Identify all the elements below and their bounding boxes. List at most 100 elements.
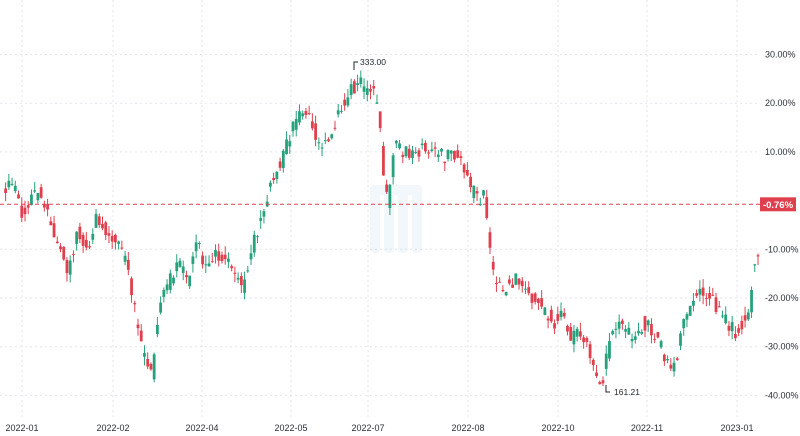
candle <box>704 292 708 307</box>
candle <box>675 356 679 361</box>
candle <box>126 252 130 276</box>
candle <box>711 287 715 297</box>
candle <box>336 103 340 118</box>
candle <box>207 255 211 267</box>
candle <box>359 70 363 88</box>
candle <box>556 306 560 325</box>
candle <box>608 333 611 362</box>
candle <box>230 264 234 272</box>
candle <box>88 240 91 250</box>
candle <box>743 306 747 328</box>
candle <box>26 201 30 215</box>
candle <box>737 324 741 337</box>
candle <box>310 113 314 131</box>
candle <box>656 331 660 339</box>
candle <box>68 255 72 283</box>
candle <box>514 273 518 286</box>
candle <box>478 197 482 206</box>
candle <box>469 172 473 193</box>
y-tick-label: 20.00% <box>765 98 796 108</box>
x-tick-label: 2022-05 <box>274 423 307 433</box>
candle <box>562 308 566 319</box>
candle <box>320 142 324 157</box>
candle <box>365 80 369 102</box>
x-tick-label: 2022-08 <box>451 423 484 433</box>
candle <box>239 272 243 293</box>
candle <box>65 257 69 282</box>
candle <box>614 322 618 339</box>
candle <box>572 324 576 353</box>
candle <box>30 189 33 206</box>
candle <box>717 300 721 308</box>
candle <box>730 315 734 340</box>
candle <box>604 345 608 376</box>
candle <box>414 147 418 155</box>
candle <box>49 216 53 226</box>
candle <box>91 228 95 245</box>
candle <box>220 251 224 264</box>
candle <box>346 89 350 108</box>
candle <box>398 140 401 150</box>
candle <box>692 293 695 312</box>
candle <box>117 240 121 250</box>
candle <box>756 253 760 265</box>
candle <box>714 292 718 315</box>
candle <box>391 152 395 185</box>
candle <box>133 300 137 313</box>
candle <box>75 231 79 251</box>
candle <box>94 209 98 229</box>
candle <box>130 276 133 303</box>
candle <box>259 210 263 229</box>
candle <box>349 78 353 100</box>
candle <box>640 329 644 336</box>
candle <box>181 260 185 281</box>
candle <box>233 266 237 283</box>
candle <box>533 291 537 305</box>
candle <box>78 222 82 243</box>
candle <box>39 183 43 199</box>
candle <box>530 293 534 310</box>
candle <box>294 110 298 137</box>
candle <box>488 227 492 255</box>
candle <box>375 94 379 104</box>
candle <box>475 186 479 201</box>
candle <box>217 243 221 267</box>
candle <box>527 281 531 296</box>
candle <box>643 315 647 338</box>
candle <box>227 252 230 269</box>
candle <box>20 197 24 223</box>
candle <box>36 192 40 204</box>
candle <box>679 331 682 351</box>
candle <box>114 233 117 250</box>
y-axis: 30.00% 20.00% 10.00% -10.00% -20.00% -30.00% -… <box>765 50 799 401</box>
candle <box>698 280 702 302</box>
candle <box>598 380 602 385</box>
candle <box>62 246 66 261</box>
candle <box>281 148 285 173</box>
candle <box>356 74 359 92</box>
candle <box>188 275 192 289</box>
candle <box>52 215 56 238</box>
candle <box>59 243 62 253</box>
candle <box>4 182 8 202</box>
candle <box>669 358 673 372</box>
candle <box>511 278 514 288</box>
candle <box>456 144 460 159</box>
candle <box>10 177 14 186</box>
candle <box>688 305 692 317</box>
candle <box>191 252 195 273</box>
candle <box>611 329 615 336</box>
x-tick-label: 2022-10 <box>541 423 574 433</box>
candle <box>285 131 288 155</box>
candle <box>407 144 411 161</box>
candle <box>724 306 728 325</box>
candle <box>740 315 744 335</box>
candle <box>433 142 437 157</box>
candle <box>123 250 127 266</box>
candle <box>633 331 637 344</box>
candle <box>595 365 598 378</box>
candle <box>330 133 334 140</box>
candle <box>685 312 689 328</box>
candle <box>601 376 605 386</box>
candle <box>378 111 382 133</box>
